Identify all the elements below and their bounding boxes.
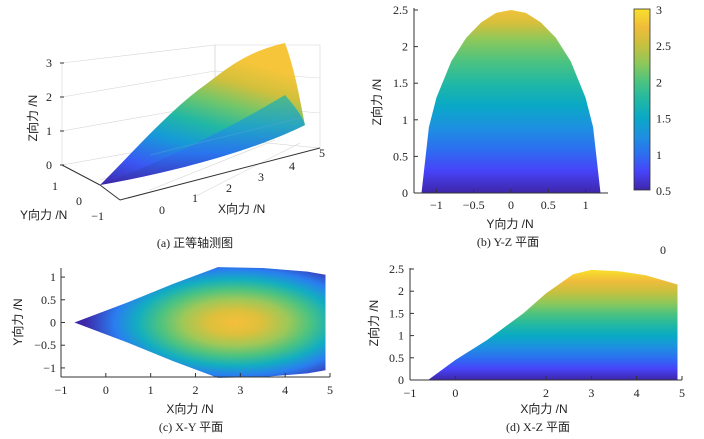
- panel-c-x-tick-label: 2: [193, 383, 199, 397]
- panel-b-x-tick-label: −0.5: [463, 198, 485, 212]
- panel-c-y-tick-label: −1: [43, 361, 56, 375]
- panel-a-x-tick-label: 4: [289, 159, 295, 173]
- panel-a-y-tick-label: 1: [52, 179, 58, 193]
- panel-c-y-tick-label: 0: [50, 316, 56, 330]
- panel-a-z-tick-label: 2: [46, 90, 52, 104]
- panel-a-x-tick-label: 2: [226, 181, 232, 195]
- panel-a-x-tick-label: 1: [192, 191, 198, 205]
- panel-b-x-tick-label: 1: [583, 198, 589, 212]
- panel-c-x-tick-label: 5: [327, 383, 333, 397]
- panel-d-x-tick-label: 4: [634, 386, 640, 400]
- panel-a-xlabel: X向力 /N: [218, 201, 265, 216]
- panel-d-area: [428, 269, 678, 380]
- panel-b-area: [421, 10, 601, 193]
- panel-c-y-tick-label: −0.5: [34, 338, 56, 352]
- panel-c-x-tick-label: 0: [103, 383, 109, 397]
- panel-a-y-tick-label: 0: [76, 194, 82, 208]
- panel-a-x-ticks: 0 1 2 3 4 5: [159, 146, 325, 217]
- panel-d-y-tick-label: 1.5: [389, 306, 404, 320]
- panel-c-y-ticks: 1 0.5 0 −0.5 −1: [34, 270, 65, 375]
- panel-a-z-tick-label: 1: [46, 124, 52, 138]
- panel-a-z-tick-label: 3: [46, 56, 52, 70]
- panel-c-caption: (c) X-Y 平面: [159, 420, 223, 434]
- panel-a-z-ticks: 3 2 1 0: [46, 56, 64, 172]
- panel-a-y-ticks: 1 0 −1: [52, 179, 104, 223]
- panel-d-y-tick-label: 2.5: [389, 262, 404, 276]
- colorbar-tick-label: 3: [656, 3, 662, 17]
- colorbar-tick-label: 1.5: [656, 112, 671, 126]
- panel-c-ylabel: Y向力 /N: [10, 298, 25, 345]
- panel-b-xlabel: Y向力 /N: [486, 216, 533, 231]
- panel-d-y-tick-label: 1: [398, 329, 404, 343]
- panel-d-x-tick-label: 2: [543, 386, 549, 400]
- colorbar-tick-label: 0.5: [656, 184, 671, 198]
- panel-c-area: [74, 267, 326, 378]
- panel-b-x-ticks: −1 −0.5 0 0.5 1: [430, 189, 589, 212]
- panel-c-x-tick-label: 1: [148, 383, 154, 397]
- colorbar-ticks: 3 2.5 2 1.5 1 0.5: [656, 3, 671, 198]
- stray-label: 0: [660, 243, 666, 257]
- colorbar-tick-label: 2: [656, 75, 662, 89]
- panel-a-ylabel: Y向力 /N: [20, 207, 67, 222]
- panel-c-x-tick-label: 3: [237, 383, 243, 397]
- panel-a-z-tick-label: 0: [46, 158, 52, 172]
- panel-d-y-tick-label: 0: [398, 373, 404, 387]
- panel-d-ylabel: Z向力 /N: [366, 300, 381, 347]
- panel-a-y-tick-label: −1: [91, 209, 104, 223]
- panel-a-surface: [100, 43, 305, 185]
- colorbar-tick-label: 1: [656, 148, 662, 162]
- panel-d-xlabel: X向力 /N: [520, 401, 567, 416]
- panel-d-x-tick-label: −1: [404, 386, 417, 400]
- panel-a-x-tick-label: 0: [159, 203, 165, 217]
- panel-a-axes: [61, 147, 321, 201]
- panel-b-caption: (b) Y-Z 平面: [477, 235, 539, 249]
- panel-b-y-tick-label: 2: [402, 40, 408, 54]
- panel-a-x-tick-label: 5: [319, 146, 325, 160]
- panel-c-xlabel: X向力 /N: [166, 401, 213, 416]
- panel-c-x-tick-label: −1: [55, 383, 68, 397]
- panel-b: −1 −0.5 0 0.5 1 2.5 2 1.5 1 0.5 0 Y向力 /N Z向力 /N (…: [369, 3, 608, 249]
- panel-c-y-tick-label: 1: [50, 270, 56, 284]
- panel-d-x-ticks: −1 0 2 3 4 5: [404, 376, 685, 400]
- panel-c-y-tick-label: 0.5: [41, 293, 56, 307]
- panel-a-x-tick-label: 3: [258, 170, 264, 184]
- panel-d-x-tick-label: 5: [679, 386, 685, 400]
- panel-b-ylabel: Z向力 /N: [369, 79, 384, 126]
- colorbar: 3 2.5 2 1.5 1 0.5: [633, 3, 671, 198]
- panel-b-y-tick-label: 0.5: [393, 149, 408, 163]
- panel-b-y-ticks: 2.5 2 1.5 1 0.5 0: [393, 3, 418, 200]
- panel-b-y-tick-label: 2.5: [393, 3, 408, 17]
- panel-b-y-tick-label: 0: [402, 186, 408, 200]
- panel-a-caption: (a) 正等轴测图: [157, 235, 233, 250]
- colorbar-ramp: [633, 8, 651, 191]
- panel-c: −1 0 1 2 3 4 5 1 0.5 0 −0.5 −1 X向力 /N Y向力 /N (c) X…: [10, 267, 333, 434]
- panel-d-y-tick-label: 2: [398, 284, 404, 298]
- panel-d-caption: (d) X-Z 平面: [506, 420, 570, 434]
- panel-b-x-tick-label: −1: [430, 198, 443, 212]
- panel-a-zlabel: Z向力 /N: [25, 95, 40, 142]
- panel-b-x-tick-label: 0.5: [541, 198, 556, 212]
- panel-d-y-ticks: 2.5 2 1.5 1 0.5 0: [389, 262, 414, 387]
- panel-b-x-tick-label: 0: [508, 198, 514, 212]
- colorbar-tick-label: 2.5: [656, 39, 671, 53]
- panel-c-x-tick-label: 4: [282, 383, 288, 397]
- panel-b-y-tick-label: 1: [402, 113, 408, 127]
- panel-b-y-tick-label: 1.5: [393, 76, 408, 90]
- panel-d-x-tick-label: 0: [452, 386, 458, 400]
- panel-d-y-tick-label: 0.5: [389, 351, 404, 365]
- panel-d: −1 0 2 3 4 5 2.521.510.50 X向力 /N Z向力 /N (d) X…: [366, 262, 685, 434]
- panel-d-x-tick-label: 3: [588, 386, 594, 400]
- panel-c-x-ticks: −1 0 1 2 3 4 5: [55, 373, 333, 397]
